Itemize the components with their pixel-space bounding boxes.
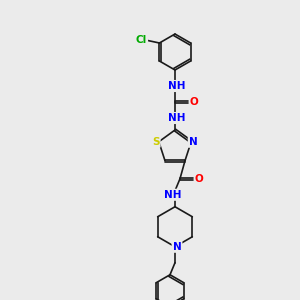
Text: Cl: Cl (136, 35, 147, 45)
Text: NH: NH (168, 81, 186, 91)
Text: NH: NH (168, 113, 186, 123)
Text: O: O (190, 97, 198, 107)
Text: N: N (189, 137, 197, 147)
Text: O: O (195, 174, 203, 184)
Text: NH: NH (164, 190, 182, 200)
Text: N: N (172, 242, 182, 252)
Text: S: S (152, 137, 160, 147)
